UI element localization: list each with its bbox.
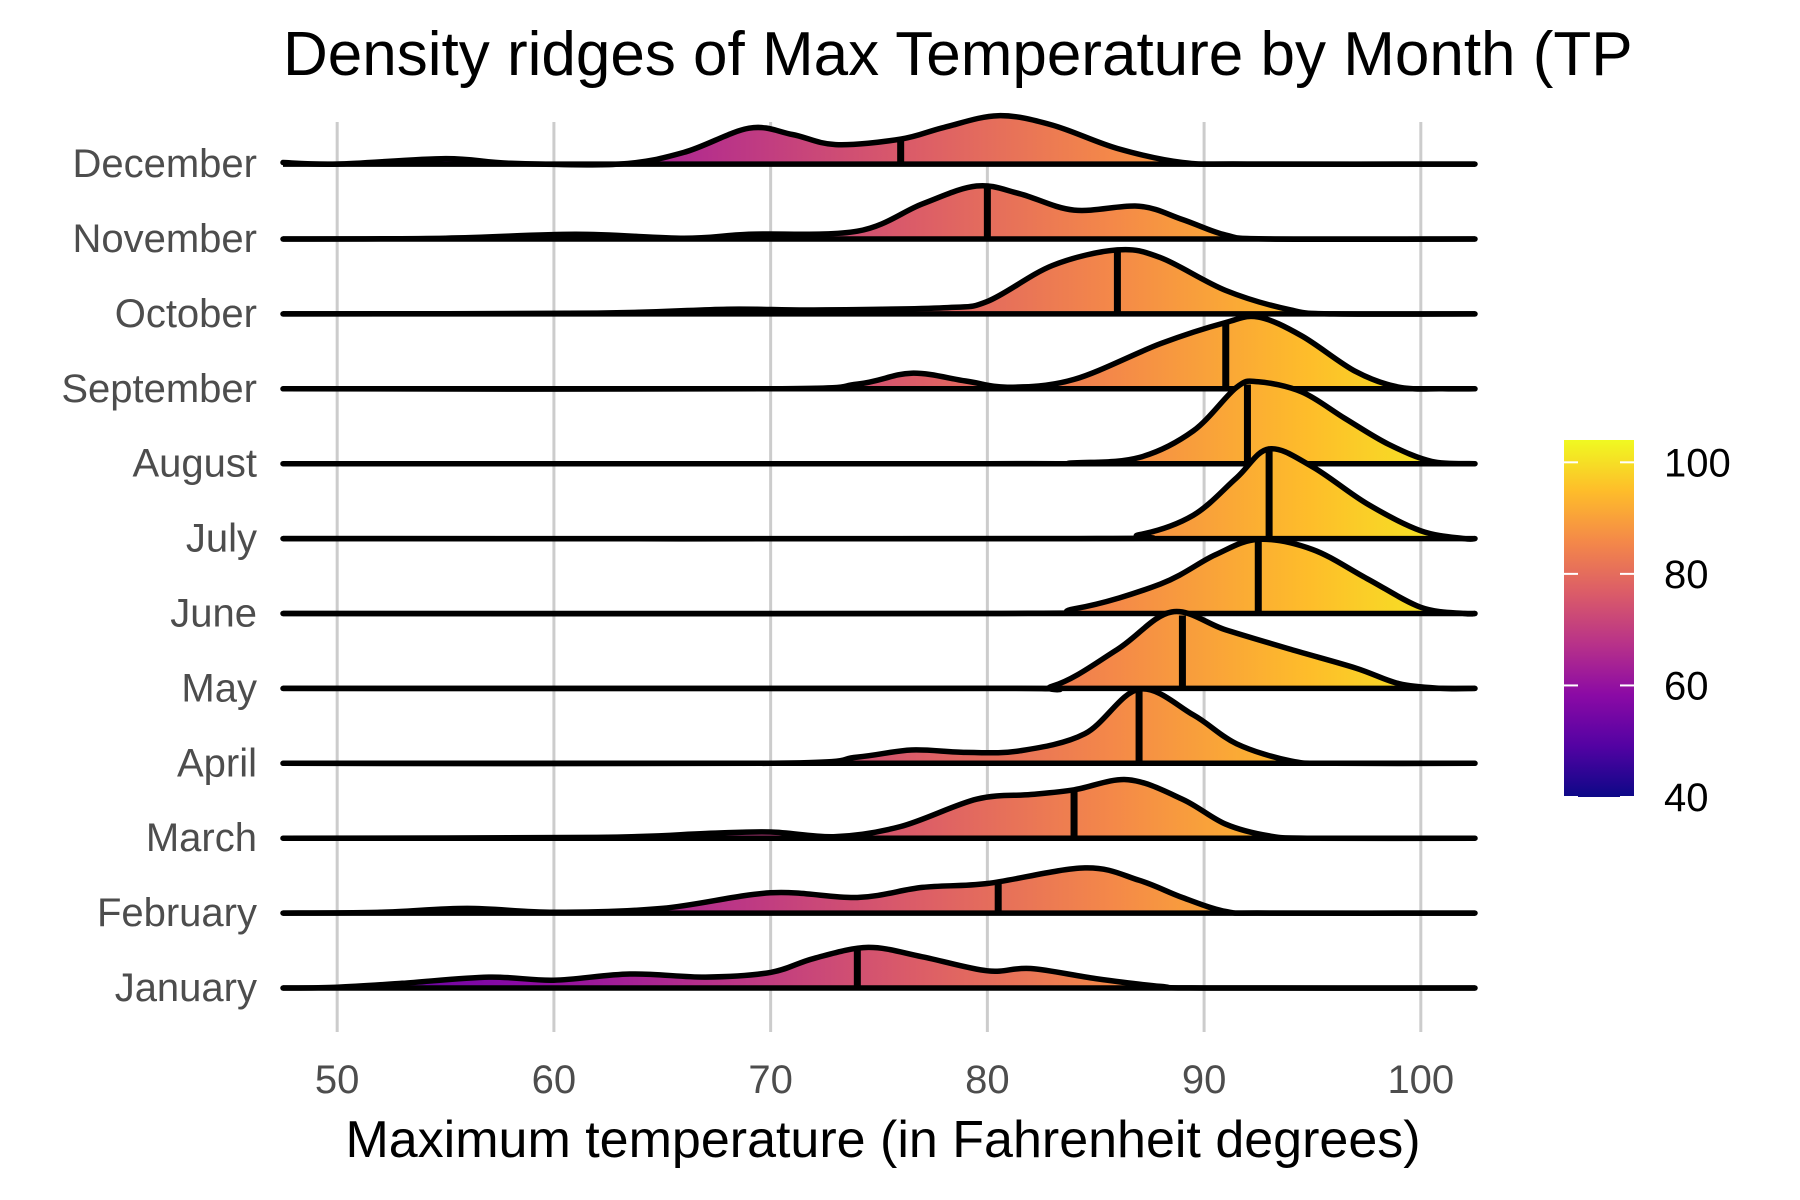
ridge-january [280,944,1478,991]
ridge-outline [280,776,1478,842]
ridge-outline [280,112,1478,168]
ridge-november [280,182,1478,243]
ridge-fill [283,611,1475,690]
x-tick-label: 60 [532,1058,577,1102]
ridge-outline [280,446,1478,542]
category-label: April [177,741,257,785]
ridge-fill [283,947,1475,989]
ridge-outline [280,865,1478,916]
chart-title: Density ridges of Max Temperature by Mon… [283,20,1633,89]
x-tick-label: 70 [748,1058,793,1102]
ridge-october [280,246,1478,317]
ridge-outline [280,944,1478,991]
colorbar [1564,440,1634,797]
ridge-fill [283,249,1475,315]
ridge-fill [283,316,1475,390]
x-tick-label: 90 [1182,1058,1227,1102]
category-label: October [115,292,257,336]
category-label: November [72,217,257,261]
ridge-outline [280,686,1478,767]
ridge-fill [283,381,1475,464]
category-label: March [146,816,257,860]
ridge-may [280,608,1478,693]
ridge-outline [280,378,1478,467]
ridges [280,112,1478,991]
ridge-outline [280,536,1478,617]
x-axis-label: Maximum temperature (in Fahrenheit degre… [345,1111,1420,1169]
ridge-december [280,112,1478,168]
category-label: February [97,891,257,935]
ridge-outline [280,608,1478,693]
ridge-fill [283,539,1475,614]
category-label: August [132,442,257,486]
x-tick-label: 80 [965,1058,1010,1102]
ridge-outline [280,313,1478,392]
x-tick-labels: 50 60 70 80 90 100 [315,1058,1454,1102]
ridge-june [280,536,1478,617]
colorbar-tick-label: 80 [1664,553,1709,597]
colorbar-legend: 40 60 80 100 [1564,440,1731,820]
category-label: June [170,592,257,636]
colorbar-tick-label: 100 [1664,441,1731,485]
ridge-april [280,686,1478,767]
ridge-fill [283,867,1475,914]
ridge-september [280,313,1478,392]
ridge-fill [283,115,1475,165]
colorbar-tick-label: 40 [1664,776,1709,820]
category-label: July [186,517,257,561]
ridge-fill [283,448,1475,540]
category-label: September [61,367,257,411]
ridge-fill [283,688,1475,764]
ridge-fill [283,185,1475,240]
x-tick-label: 100 [1387,1058,1454,1102]
category-labels: December November October September August Ju… [61,142,257,1010]
ridge-fill [283,779,1475,839]
category-label: December [72,142,257,186]
ridge-outline [280,246,1478,317]
category-label: May [181,666,257,710]
colorbar-tick-label: 60 [1664,664,1709,708]
x-tick-label: 50 [315,1058,360,1102]
ridge-march [280,776,1478,842]
ridge-february [280,865,1478,916]
category-label: January [115,966,257,1010]
ridge-outline [280,182,1478,243]
ridge-august [280,378,1478,467]
